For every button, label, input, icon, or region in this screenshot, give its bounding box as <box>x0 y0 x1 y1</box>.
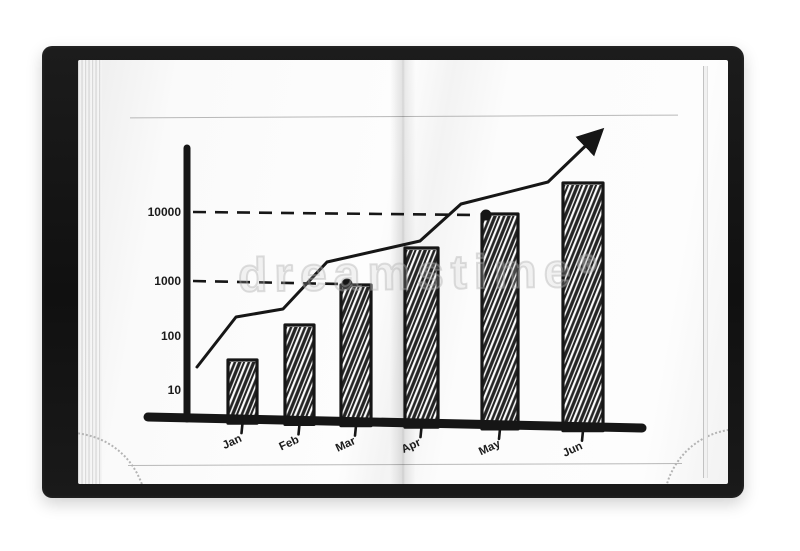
notebook <box>42 46 744 498</box>
x-tick-label: Jun <box>561 440 585 460</box>
x-tick-label: Apr <box>400 437 423 456</box>
bars <box>226 181 605 433</box>
page-stack-edges <box>78 60 102 484</box>
y-tick-label: 10000 <box>148 205 182 219</box>
x-tick-label: Feb <box>277 434 301 454</box>
x-tick-label: Jan <box>221 433 244 452</box>
reference-lines <box>192 210 479 286</box>
trend-line-group <box>195 127 605 369</box>
x-tick-label: May <box>477 438 503 459</box>
y-tick-label: 100 <box>161 329 181 343</box>
y-tick-label: 10 <box>168 383 182 397</box>
y-tick-label: 1000 <box>154 274 181 288</box>
x-tick-label: Mar <box>334 435 358 455</box>
right-page-edge <box>703 66 708 478</box>
axes <box>143 144 647 433</box>
